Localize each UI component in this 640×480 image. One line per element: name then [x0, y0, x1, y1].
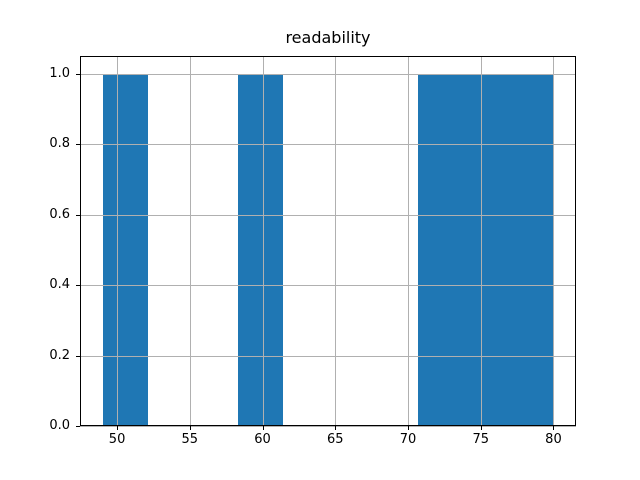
x-tick-mark [408, 426, 409, 430]
y-tick-label: 0.0 [49, 418, 70, 433]
y-tick-mark [76, 426, 80, 427]
chart-title: readability [285, 28, 371, 47]
grid-line-horizontal [80, 73, 576, 75]
histogram-bar [237, 73, 283, 426]
x-tick-mark [262, 426, 264, 430]
histogram-bar [102, 73, 148, 426]
y-tick-label: 0.4 [49, 277, 70, 293]
grid-line-horizontal [80, 144, 576, 146]
histogram-bar [463, 73, 509, 426]
y-tick-label: 1.0 [49, 65, 70, 81]
x-tick-mark [117, 426, 119, 430]
x-tick-label: 60 [254, 432, 271, 447]
grid-line-vertical [262, 56, 264, 426]
histogram-bar [508, 73, 554, 426]
x-tick-label: 65 [326, 432, 344, 447]
plot-border [80, 56, 576, 426]
grid-line-horizontal [80, 285, 576, 287]
grid-line-horizontal [80, 214, 576, 216]
grid-line-vertical [189, 56, 191, 426]
y-tick-mark [76, 73, 80, 75]
y-tick-mark [76, 355, 80, 357]
grid-line-vertical [480, 56, 482, 426]
grid-line-vertical [117, 56, 119, 426]
grid-line-vertical [408, 56, 409, 426]
y-tick-mark [76, 144, 80, 146]
x-tick-mark [335, 426, 337, 430]
y-tick-label: 0.2 [49, 347, 70, 363]
x-tick-label: 50 [108, 432, 126, 447]
x-tick-label: 70 [399, 432, 417, 447]
grid-line-horizontal [80, 355, 576, 357]
y-tick-mark [76, 214, 80, 216]
x-tick-mark [189, 426, 191, 430]
grid-line-vertical [553, 56, 555, 426]
x-tick-label: 55 [181, 432, 199, 447]
x-tick-label: 75 [472, 432, 489, 447]
grid-line-horizontal [80, 426, 576, 427]
histogram-bar [418, 73, 464, 426]
x-tick-mark [480, 426, 482, 430]
x-tick-label: 80 [545, 432, 562, 447]
y-tick-mark [76, 285, 80, 287]
y-tick-label: 0.6 [49, 206, 70, 222]
y-tick-label: 0.8 [49, 136, 70, 152]
x-tick-mark [553, 426, 555, 430]
grid-line-vertical [335, 56, 337, 426]
